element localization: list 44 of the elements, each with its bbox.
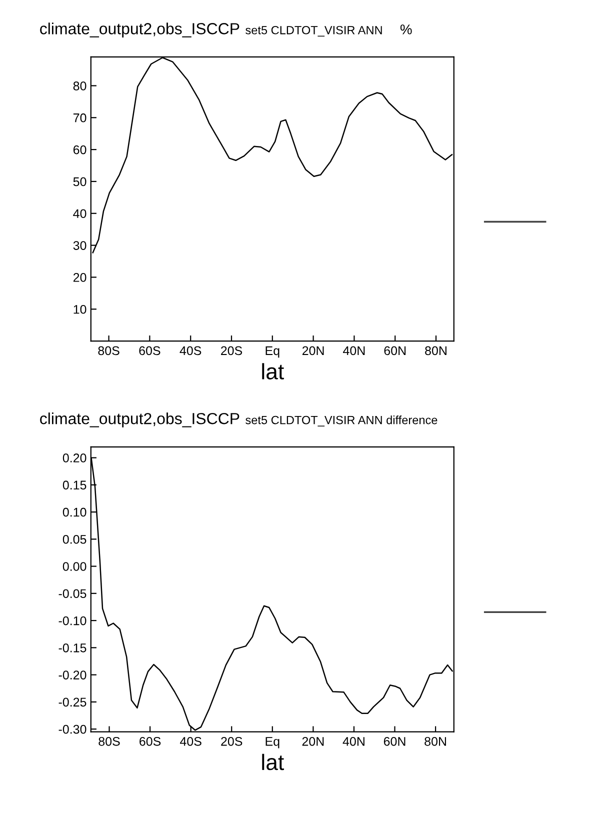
y-tick-label: 20 — [73, 273, 86, 282]
x-tick-label: 40S — [180, 346, 202, 356]
y-tick-label: 0.20 — [62, 454, 86, 462]
y-tick-label: 70 — [73, 113, 86, 122]
x-tick-label: 80S — [98, 736, 120, 746]
y-tick-label: 60 — [73, 145, 86, 154]
x-tick-label: 80S — [98, 346, 120, 356]
x-tick-label: Eq — [266, 737, 280, 748]
y-tick-label: -0.20 — [58, 670, 86, 680]
y-tick-label: 80 — [73, 82, 86, 90]
x-tick-label: 40N — [343, 346, 365, 356]
y-tick-label: -0.30 — [58, 724, 86, 734]
x-tick-label: 40S — [180, 736, 202, 746]
x-tick-label: 80N — [425, 346, 446, 356]
x-tick-label: 60S — [139, 346, 160, 356]
y-tick-label: -0.15 — [58, 643, 86, 652]
x-tick-label: 60N — [384, 736, 406, 746]
y-tick-label: 0.05 — [62, 534, 86, 544]
y-tick-label: -0.05 — [58, 589, 86, 598]
x-tick-label: 40N — [342, 736, 364, 746]
y-tick-label: 30 — [73, 241, 86, 250]
y-tick-label: 0.10 — [62, 508, 86, 517]
x-axis-title: lat — [262, 363, 284, 380]
y-tick-label: 10 — [74, 304, 86, 314]
chart-title: climate_output2,obs_ISCCP — [40, 22, 240, 38]
x-tick-label: 20N — [302, 736, 324, 746]
x-tick-label: 80N — [424, 736, 446, 746]
y-tick-label: 0.15 — [62, 480, 86, 490]
x-tick-label: 20S — [221, 736, 242, 746]
x-tick-label: 20S — [221, 346, 242, 356]
x-tick-label: 20N — [302, 346, 324, 356]
chart-subtitle: set5 CLDTOT_VISIR ANN — [246, 26, 382, 37]
x-tick-label: 60N — [384, 346, 406, 356]
y-tick-label: -0.10 — [58, 616, 86, 626]
y-tick-label: -0.25 — [58, 698, 86, 707]
y-tick-label: 40 — [73, 209, 86, 218]
chart-subtitle: set5 CLDTOT_VISIR ANN difference — [246, 416, 438, 426]
chart-title: climate_output2,obs_ISCCP — [40, 412, 240, 428]
text: % — [400, 24, 412, 34]
x-tick-label: 60S — [140, 736, 161, 746]
x-axis-title: lat — [262, 754, 284, 770]
x-tick-label: Eq — [266, 346, 280, 358]
y-tick-label: 0.00 — [62, 562, 86, 571]
y-tick-label: 50 — [73, 177, 86, 186]
